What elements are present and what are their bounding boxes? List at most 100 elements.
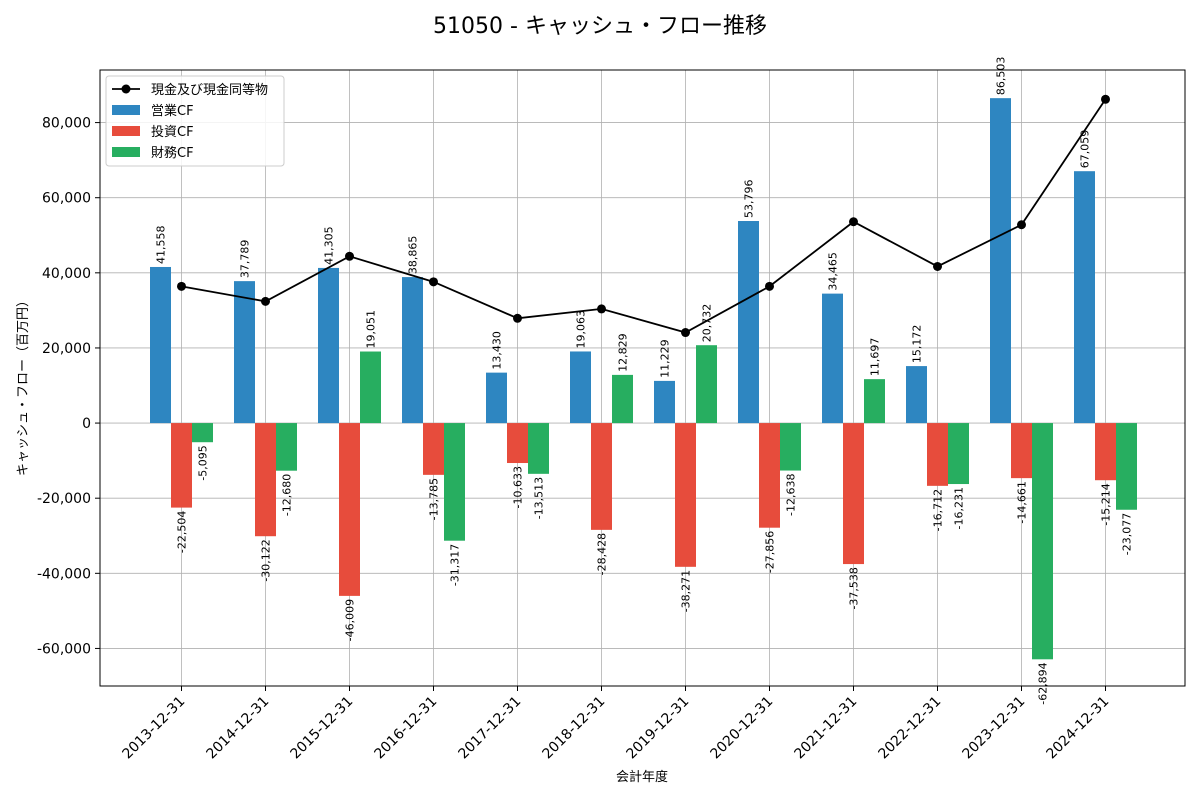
bar-value-label: 86,503	[995, 57, 1008, 96]
bar-value-label: 41,558	[155, 225, 168, 264]
x-tick-label: 2021-12-31	[791, 694, 860, 763]
legend-box	[105, 75, 285, 167]
x-tick-label: 2016-12-31	[371, 694, 440, 763]
y-tick-label: 20,000	[42, 341, 91, 357]
bar-財務CF-2024-12-31	[1116, 423, 1137, 510]
bar-営業CF-2019-12-31	[654, 380, 675, 424]
x-tick-label: 2022-12-31	[875, 694, 944, 763]
bar-value-label: 34,465	[827, 252, 840, 291]
y-tick-label: -20,000	[37, 491, 91, 507]
x-tick-label: 2023-12-31	[959, 694, 1028, 763]
legend-bar-swatch	[112, 126, 140, 136]
y-tick-label: 60,000	[42, 191, 91, 207]
bar-財務CF-2017-12-31	[528, 423, 549, 474]
bar-value-label: 11,229	[659, 339, 672, 378]
plot-frame	[99, 69, 1186, 687]
bar-営業CF-2014-12-31	[234, 281, 255, 424]
legend-label: 営業CF	[151, 103, 194, 119]
bar-投資CF-2013-12-31	[171, 423, 192, 508]
bar-投資CF-2019-12-31	[675, 423, 696, 567]
cash-line-point-2018-12-31	[597, 304, 606, 314]
bar-財務CF-2022-12-31	[948, 423, 969, 485]
y-tick-label: -40,000	[37, 566, 91, 582]
bar-財務CF-2023-12-31	[1032, 423, 1053, 660]
bar-value-label: 20,732	[701, 304, 714, 343]
bar-投資CF-2020-12-31	[759, 423, 780, 528]
cash-line-point-2024-12-31	[1101, 94, 1110, 104]
bar-value-label: 11,697	[869, 338, 882, 377]
bar-営業CF-2017-12-31	[486, 372, 507, 424]
bar-財務CF-2020-12-31	[780, 423, 801, 471]
cash-line	[177, 94, 1110, 338]
bar-value-label: -31,317	[449, 544, 462, 586]
bar-営業CF-2016-12-31	[402, 277, 423, 424]
bar-value-label: -46,009	[344, 599, 357, 641]
bar-投資CF-2015-12-31	[339, 423, 360, 596]
bar-財務CF-2019-12-31	[696, 345, 717, 424]
y-axis-label: キャッシュ・フロー（百万円）	[16, 294, 31, 476]
x-tick-label: 2014-12-31	[203, 694, 272, 763]
bar-value-label: -5,095	[197, 445, 210, 480]
legend-bar-swatch	[112, 105, 140, 115]
bar-財務CF-2021-12-31	[864, 379, 885, 424]
bar-value-label: 19,063	[575, 310, 588, 349]
bar-投資CF-2022-12-31	[927, 423, 948, 486]
legend-label: 現金及び現金同等物	[151, 82, 268, 98]
bar-value-label: -16,712	[932, 489, 945, 531]
chart-title: 51050 - キャッシュ・フロー推移	[433, 14, 767, 39]
cash-line-point-2021-12-31	[849, 217, 858, 227]
cash-line-point-2016-12-31	[429, 277, 438, 287]
axes: -60,000 -40,000 -20,000 0 20,000 40,000 60,000…	[37, 69, 1186, 763]
y-tick-label: -60,000	[37, 641, 91, 657]
bar-value-label: -12,638	[785, 474, 798, 516]
bar-財務CF-2016-12-31	[444, 423, 465, 541]
cash-line-point-2023-12-31	[1017, 220, 1026, 230]
legend-bar-swatch	[112, 147, 140, 157]
bar-value-label: -37,538	[848, 567, 861, 609]
bar-value-label: 19,051	[365, 310, 378, 349]
x-tick-label: 2020-12-31	[707, 694, 776, 763]
y-tick-label: 0	[82, 416, 91, 432]
y-tick-label: 40,000	[42, 266, 91, 282]
bar-投資CF-2023-12-31	[1011, 423, 1032, 479]
bar-value-label: 41,305	[323, 226, 336, 265]
cash-line-point-2015-12-31	[345, 251, 354, 261]
bar-投資CF-2014-12-31	[255, 423, 276, 537]
bar-営業CF-2015-12-31	[318, 267, 339, 424]
bar-value-label: -30,122	[260, 539, 273, 581]
bar-value-label: -15,214	[1100, 483, 1113, 525]
bar-営業CF-2022-12-31	[906, 366, 927, 424]
bar-value-label: -38,271	[680, 570, 693, 612]
bar-value-label: 37,789	[239, 240, 252, 279]
bar-value-label: -27,856	[764, 531, 777, 573]
legend-marker	[121, 84, 131, 94]
bar-投資CF-2017-12-31	[507, 423, 528, 464]
bar-value-label: 67,059	[1079, 130, 1092, 169]
x-tick-label: 2019-12-31	[623, 694, 692, 763]
cash-line-path	[181, 98, 1107, 334]
bar-value-label: -10,633	[512, 466, 525, 508]
bar-投資CF-2016-12-31	[423, 423, 444, 475]
cash-line-point-2013-12-31	[177, 281, 186, 291]
bar-value-label: 12,829	[617, 333, 630, 372]
x-axis-label: 会計年度	[616, 769, 668, 785]
data-labels: 41,558 37,789 41,305 38,865 13,430 19,063 11,2…	[155, 57, 1134, 705]
bar-value-label: -22,504	[176, 511, 189, 553]
cash-line-point-2022-12-31	[933, 261, 942, 271]
bar-営業CF-2020-12-31	[738, 221, 759, 424]
bar-value-label: -12,680	[281, 474, 294, 516]
bar-value-label: -13,785	[428, 478, 441, 520]
bar-value-label: 15,172	[911, 325, 924, 364]
bar-財務CF-2014-12-31	[276, 423, 297, 471]
bars	[150, 98, 1137, 660]
bar-営業CF-2013-12-31	[150, 266, 171, 424]
bar-value-label: 53,796	[743, 180, 756, 219]
bar-財務CF-2018-12-31	[612, 374, 633, 424]
cash-line-point-2020-12-31	[765, 281, 774, 291]
x-tick-label: 2018-12-31	[539, 694, 608, 763]
bar-value-label: -28,428	[596, 533, 609, 575]
bar-value-label: -13,513	[533, 477, 546, 519]
cash-line-point-2014-12-31	[261, 296, 270, 306]
bar-投資CF-2021-12-31	[843, 423, 864, 565]
